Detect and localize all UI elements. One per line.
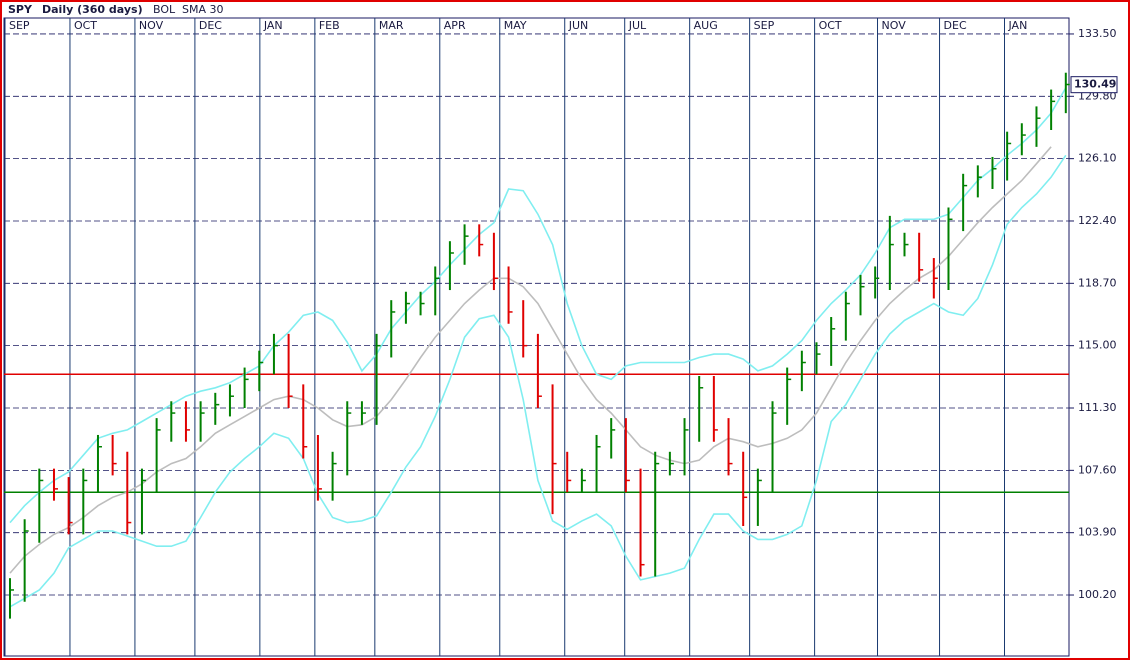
- chart-subtitle: Daily (360 days): [42, 3, 143, 16]
- x-tick-label: JUL: [628, 19, 647, 32]
- x-tick-label: MAR: [379, 19, 404, 32]
- plot-frame: [3, 17, 1070, 657]
- last-price-box: [1070, 76, 1118, 94]
- x-tick-label: SEP: [9, 19, 30, 32]
- chart-title: SPY: [8, 3, 33, 16]
- y-tick-label: 115.00: [1078, 339, 1117, 352]
- bollinger-lower: [9, 154, 1067, 608]
- x-tick-label: AUG: [694, 19, 718, 32]
- x-tick-label: DEC: [199, 19, 222, 32]
- y-tick-label: 100.20: [1078, 588, 1117, 601]
- y-tick-label: 122.40: [1078, 214, 1117, 227]
- x-tick-label: JUN: [568, 19, 589, 32]
- y-tick-label: 111.30: [1078, 401, 1117, 414]
- y-tick-label: 133.50: [1078, 27, 1117, 40]
- y-tick-label: 107.60: [1078, 463, 1117, 476]
- grid: [4, 18, 1074, 656]
- sma-line: [9, 146, 1052, 574]
- legend-entry: BOL: [153, 3, 176, 16]
- y-tick-label: 126.10: [1078, 152, 1117, 165]
- x-tick-label: APR: [444, 19, 466, 32]
- x-tick-label: FEB: [319, 19, 340, 32]
- x-tick-label: JAN: [263, 19, 283, 32]
- last-price-label: 130.49: [1074, 78, 1116, 91]
- x-tick-label: NOV: [882, 19, 907, 32]
- marks: [8, 72, 1070, 619]
- legend-entry: SMA 30: [182, 3, 224, 16]
- x-tick-label: SEP: [754, 19, 775, 32]
- y-tick-label: 118.70: [1078, 276, 1117, 289]
- x-tick-label: JAN: [1008, 19, 1028, 32]
- x-tick-label: OCT: [74, 19, 97, 32]
- y-tick-label: 103.90: [1078, 526, 1117, 539]
- x-tick-label: MAY: [504, 19, 527, 32]
- x-tick-label: DEC: [944, 19, 967, 32]
- x-tick-label: NOV: [139, 19, 164, 32]
- x-tick-label: OCT: [819, 19, 842, 32]
